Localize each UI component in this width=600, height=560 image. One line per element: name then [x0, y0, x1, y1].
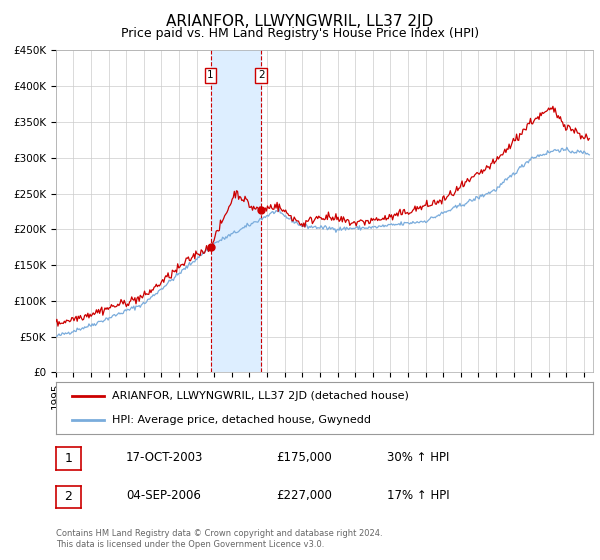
Text: 2: 2: [64, 490, 73, 503]
Text: 04-SEP-2006: 04-SEP-2006: [126, 489, 201, 502]
Text: 17-OCT-2003: 17-OCT-2003: [126, 451, 203, 464]
Text: 17% ↑ HPI: 17% ↑ HPI: [387, 489, 449, 502]
Text: Price paid vs. HM Land Registry's House Price Index (HPI): Price paid vs. HM Land Registry's House …: [121, 27, 479, 40]
Text: Contains HM Land Registry data © Crown copyright and database right 2024.
This d: Contains HM Land Registry data © Crown c…: [56, 529, 382, 549]
Text: ARIANFOR, LLWYNGWRIL, LL37 2JD: ARIANFOR, LLWYNGWRIL, LL37 2JD: [166, 14, 434, 29]
Text: ARIANFOR, LLWYNGWRIL, LL37 2JD (detached house): ARIANFOR, LLWYNGWRIL, LL37 2JD (detached…: [112, 391, 409, 402]
Text: 1: 1: [207, 71, 214, 81]
Text: HPI: Average price, detached house, Gwynedd: HPI: Average price, detached house, Gwyn…: [112, 415, 371, 425]
Text: £227,000: £227,000: [276, 489, 332, 502]
Text: 1: 1: [64, 452, 73, 465]
Text: £175,000: £175,000: [276, 451, 332, 464]
Bar: [211, 50, 261, 372]
Text: 2: 2: [258, 71, 265, 81]
Text: 30% ↑ HPI: 30% ↑ HPI: [387, 451, 449, 464]
